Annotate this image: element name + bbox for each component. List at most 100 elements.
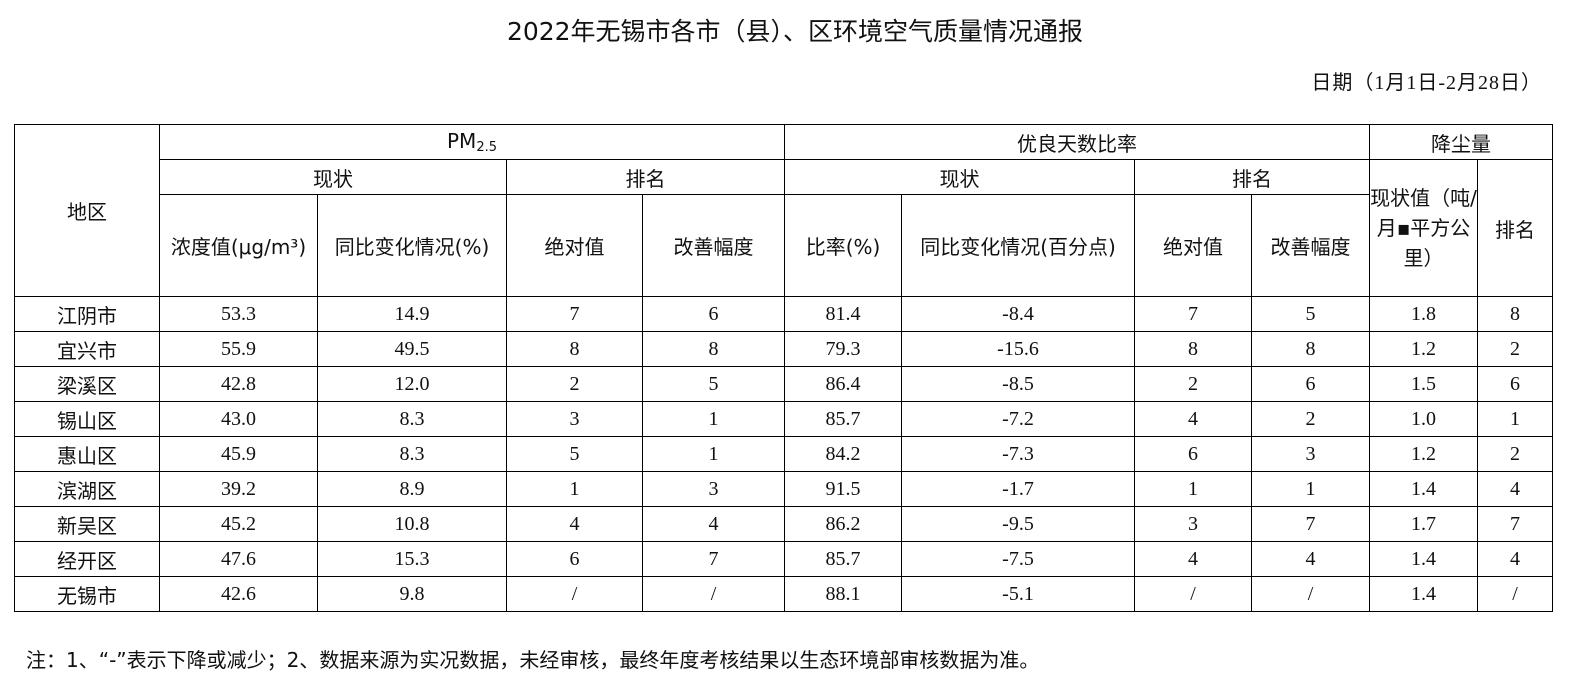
cell-dust: 1.4 <box>1369 471 1479 507</box>
cell-concentration: 55.9 <box>159 331 318 367</box>
cell-absolute-2: 7 <box>1134 296 1253 332</box>
footnote: 注：1、“-”表示下降或减少；2、数据来源为实况数据，未经审核，最终年度考核结果… <box>26 648 1040 672</box>
cell-absolute-2: 6 <box>1134 436 1253 472</box>
cell-ratio: 85.7 <box>784 541 903 577</box>
cell-absolute-2: 8 <box>1134 331 1253 367</box>
cell-dust-rank: 2 <box>1477 331 1554 367</box>
cell-absolute: 5 <box>506 436 643 472</box>
cell-yoy-pct: 14.9 <box>317 296 507 332</box>
header-dust-value: 现状值（吨/月▪平方公里） <box>1369 159 1479 297</box>
cell-absolute: 4 <box>506 506 643 542</box>
date-range: 日期（1月1日-2月28日） <box>1311 72 1542 94</box>
cell-improvement: 1 <box>641 401 786 437</box>
cell-yoy-pct: 10.8 <box>317 506 507 542</box>
header-ratio: 比率(%) <box>784 194 903 297</box>
cell-region: 宜兴市 <box>14 331 160 367</box>
cell-yoy-points: -5.1 <box>901 576 1136 612</box>
cell-absolute-2: 4 <box>1134 401 1253 437</box>
cell-concentration: 53.3 <box>159 296 318 332</box>
header-region: 地区 <box>14 124 160 297</box>
header-absolute-2: 绝对值 <box>1134 194 1253 297</box>
header-good-rank: 排名 <box>1134 159 1371 195</box>
cell-dust-rank: 1 <box>1477 401 1554 437</box>
header-dust: 降尘量 <box>1369 124 1554 160</box>
cell-yoy-pct: 12.0 <box>317 366 507 402</box>
cell-ratio: 85.7 <box>784 401 903 437</box>
cell-dust: 1.2 <box>1369 331 1479 367</box>
cell-yoy-points: -7.5 <box>901 541 1136 577</box>
cell-yoy-points: -9.5 <box>901 506 1136 542</box>
cell-improvement-2: 7 <box>1251 506 1371 542</box>
cell-region: 梁溪区 <box>14 366 160 402</box>
cell-improvement: 1 <box>641 436 786 472</box>
header-concentration: 浓度值(μg/m³) <box>159 194 318 297</box>
header-pm25: PM2.5 <box>158 124 786 160</box>
cell-improvement-2: 8 <box>1251 331 1371 367</box>
cell-improvement: 5 <box>641 366 786 402</box>
cell-improvement-2: 6 <box>1251 366 1371 402</box>
cell-ratio: 91.5 <box>784 471 903 507</box>
cell-concentration: 45.9 <box>159 436 318 472</box>
cell-ratio: 79.3 <box>784 331 903 367</box>
cell-dust-rank: 7 <box>1477 506 1554 542</box>
cell-absolute: 7 <box>506 296 643 332</box>
cell-absolute: 3 <box>506 401 643 437</box>
cell-yoy-pct: 49.5 <box>317 331 507 367</box>
cell-yoy-pct: 8.3 <box>317 401 507 437</box>
cell-dust-rank: 6 <box>1477 366 1554 402</box>
cell-yoy-pct: 9.8 <box>317 576 507 612</box>
cell-dust: 1.4 <box>1369 576 1479 612</box>
table-row: 新吴区 45.2 10.8 4 4 86.2 -9.5 3 7 1.7 7 <box>14 506 1554 542</box>
table-row: 江阴市 53.3 14.9 7 6 81.4 -8.4 7 5 1.8 8 <box>14 296 1554 332</box>
cell-improvement: / <box>641 576 786 612</box>
header-pm25-sub: 2.5 <box>476 140 498 155</box>
cell-absolute-2: 2 <box>1134 366 1253 402</box>
cell-absolute-2: 4 <box>1134 541 1253 577</box>
cell-dust-rank: 8 <box>1477 296 1554 332</box>
header-yoy-points: 同比变化情况(百分点) <box>901 194 1136 297</box>
cell-dust-rank: / <box>1477 576 1554 612</box>
cell-ratio: 81.4 <box>784 296 903 332</box>
cell-yoy-pct: 15.3 <box>317 541 507 577</box>
cell-concentration: 45.2 <box>159 506 318 542</box>
table-row: 无锡市 42.6 9.8 / / 88.1 -5.1 / / 1.4 / <box>14 576 1554 612</box>
cell-improvement: 6 <box>641 296 786 332</box>
cell-region: 经开区 <box>14 541 160 577</box>
cell-dust-rank: 4 <box>1477 471 1554 507</box>
cell-improvement-2: 4 <box>1251 541 1371 577</box>
cell-dust: 1.2 <box>1369 436 1479 472</box>
header-good-status: 现状 <box>784 159 1136 195</box>
cell-yoy-points: -1.7 <box>901 471 1136 507</box>
cell-dust: 1.5 <box>1369 366 1479 402</box>
cell-region: 无锡市 <box>14 576 160 612</box>
table-row: 经开区 47.6 15.3 6 7 85.7 -7.5 4 4 1.4 4 <box>14 541 1554 577</box>
cell-concentration: 43.0 <box>159 401 318 437</box>
cell-dust: 1.8 <box>1369 296 1479 332</box>
header-improvement-2: 改善幅度 <box>1251 194 1371 297</box>
cell-improvement-2: 2 <box>1251 401 1371 437</box>
table-row: 锡山区 43.0 8.3 3 1 85.7 -7.2 4 2 1.0 1 <box>14 401 1554 437</box>
cell-dust: 1.7 <box>1369 506 1479 542</box>
cell-improvement-2: 5 <box>1251 296 1371 332</box>
cell-ratio: 86.2 <box>784 506 903 542</box>
cell-improvement: 8 <box>641 331 786 367</box>
table-row: 梁溪区 42.8 12.0 2 5 86.4 -8.5 2 6 1.5 6 <box>14 366 1554 402</box>
cell-improvement-2: 3 <box>1251 436 1371 472</box>
cell-yoy-points: -8.4 <box>901 296 1136 332</box>
air-quality-table: 地区 PM2.5 优良天数比率 降尘量 现状 排名 现状 排名 现状值（吨/月▪… <box>14 124 1554 612</box>
cell-region: 惠山区 <box>14 436 160 472</box>
cell-yoy-pct: 8.3 <box>317 436 507 472</box>
page-title: 2022年无锡市各市（县）、区环境空气质量情况通报 <box>506 17 1084 46</box>
cell-absolute: 6 <box>506 541 643 577</box>
cell-improvement: 4 <box>641 506 786 542</box>
cell-region: 江阴市 <box>14 296 160 332</box>
header-pm25-rank: 排名 <box>505 159 786 195</box>
cell-absolute-2: 1 <box>1134 471 1253 507</box>
header-dust-rank: 排名 <box>1477 159 1554 297</box>
cell-absolute-2: 3 <box>1134 506 1253 542</box>
cell-yoy-pct: 8.9 <box>317 471 507 507</box>
header-good-days: 优良天数比率 <box>784 124 1371 160</box>
header-yoy-pct: 同比变化情况(%) <box>317 194 507 297</box>
cell-dust-rank: 2 <box>1477 436 1554 472</box>
cell-improvement: 7 <box>641 541 786 577</box>
